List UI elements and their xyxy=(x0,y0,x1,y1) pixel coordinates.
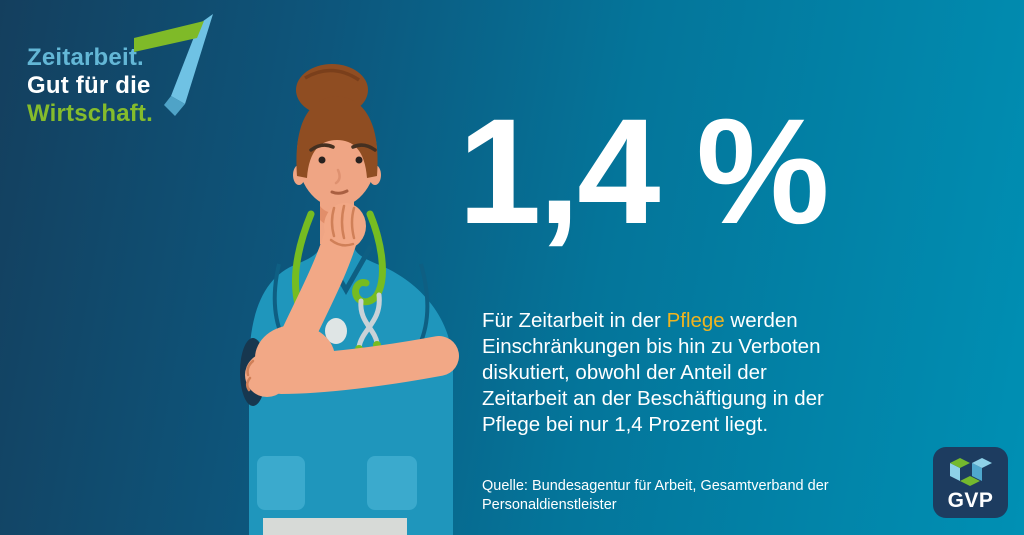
brand-line-1: Zeitarbeit. xyxy=(27,44,144,71)
brand-logo: Zeitarbeit. Gut für die Wirtschaft. xyxy=(27,44,153,128)
seven-logo-icon xyxy=(134,14,213,116)
brand-line-3: Wirtschaft. xyxy=(27,100,153,127)
body-text-highlight: Pflege xyxy=(666,309,725,332)
nurse-illustration xyxy=(240,64,459,535)
body-text-after: werden Einschränkungen bis hin zu Verbot… xyxy=(482,309,824,436)
gvp-logo: GVP xyxy=(933,447,1008,518)
brand-line-2: Gut für die xyxy=(27,72,151,99)
gvp-logo-text: GVP xyxy=(947,489,994,512)
body-text: Für Zeitarbeit in der Pflege werden Eins… xyxy=(482,308,856,438)
gvp-ribbon-icon xyxy=(949,458,992,486)
body-text-before: Für Zeitarbeit in der xyxy=(482,309,667,332)
source-text: Quelle: Bundesagentur für Arbeit, Gesamt… xyxy=(482,478,829,513)
stat-value: 1,4 % xyxy=(458,87,830,255)
